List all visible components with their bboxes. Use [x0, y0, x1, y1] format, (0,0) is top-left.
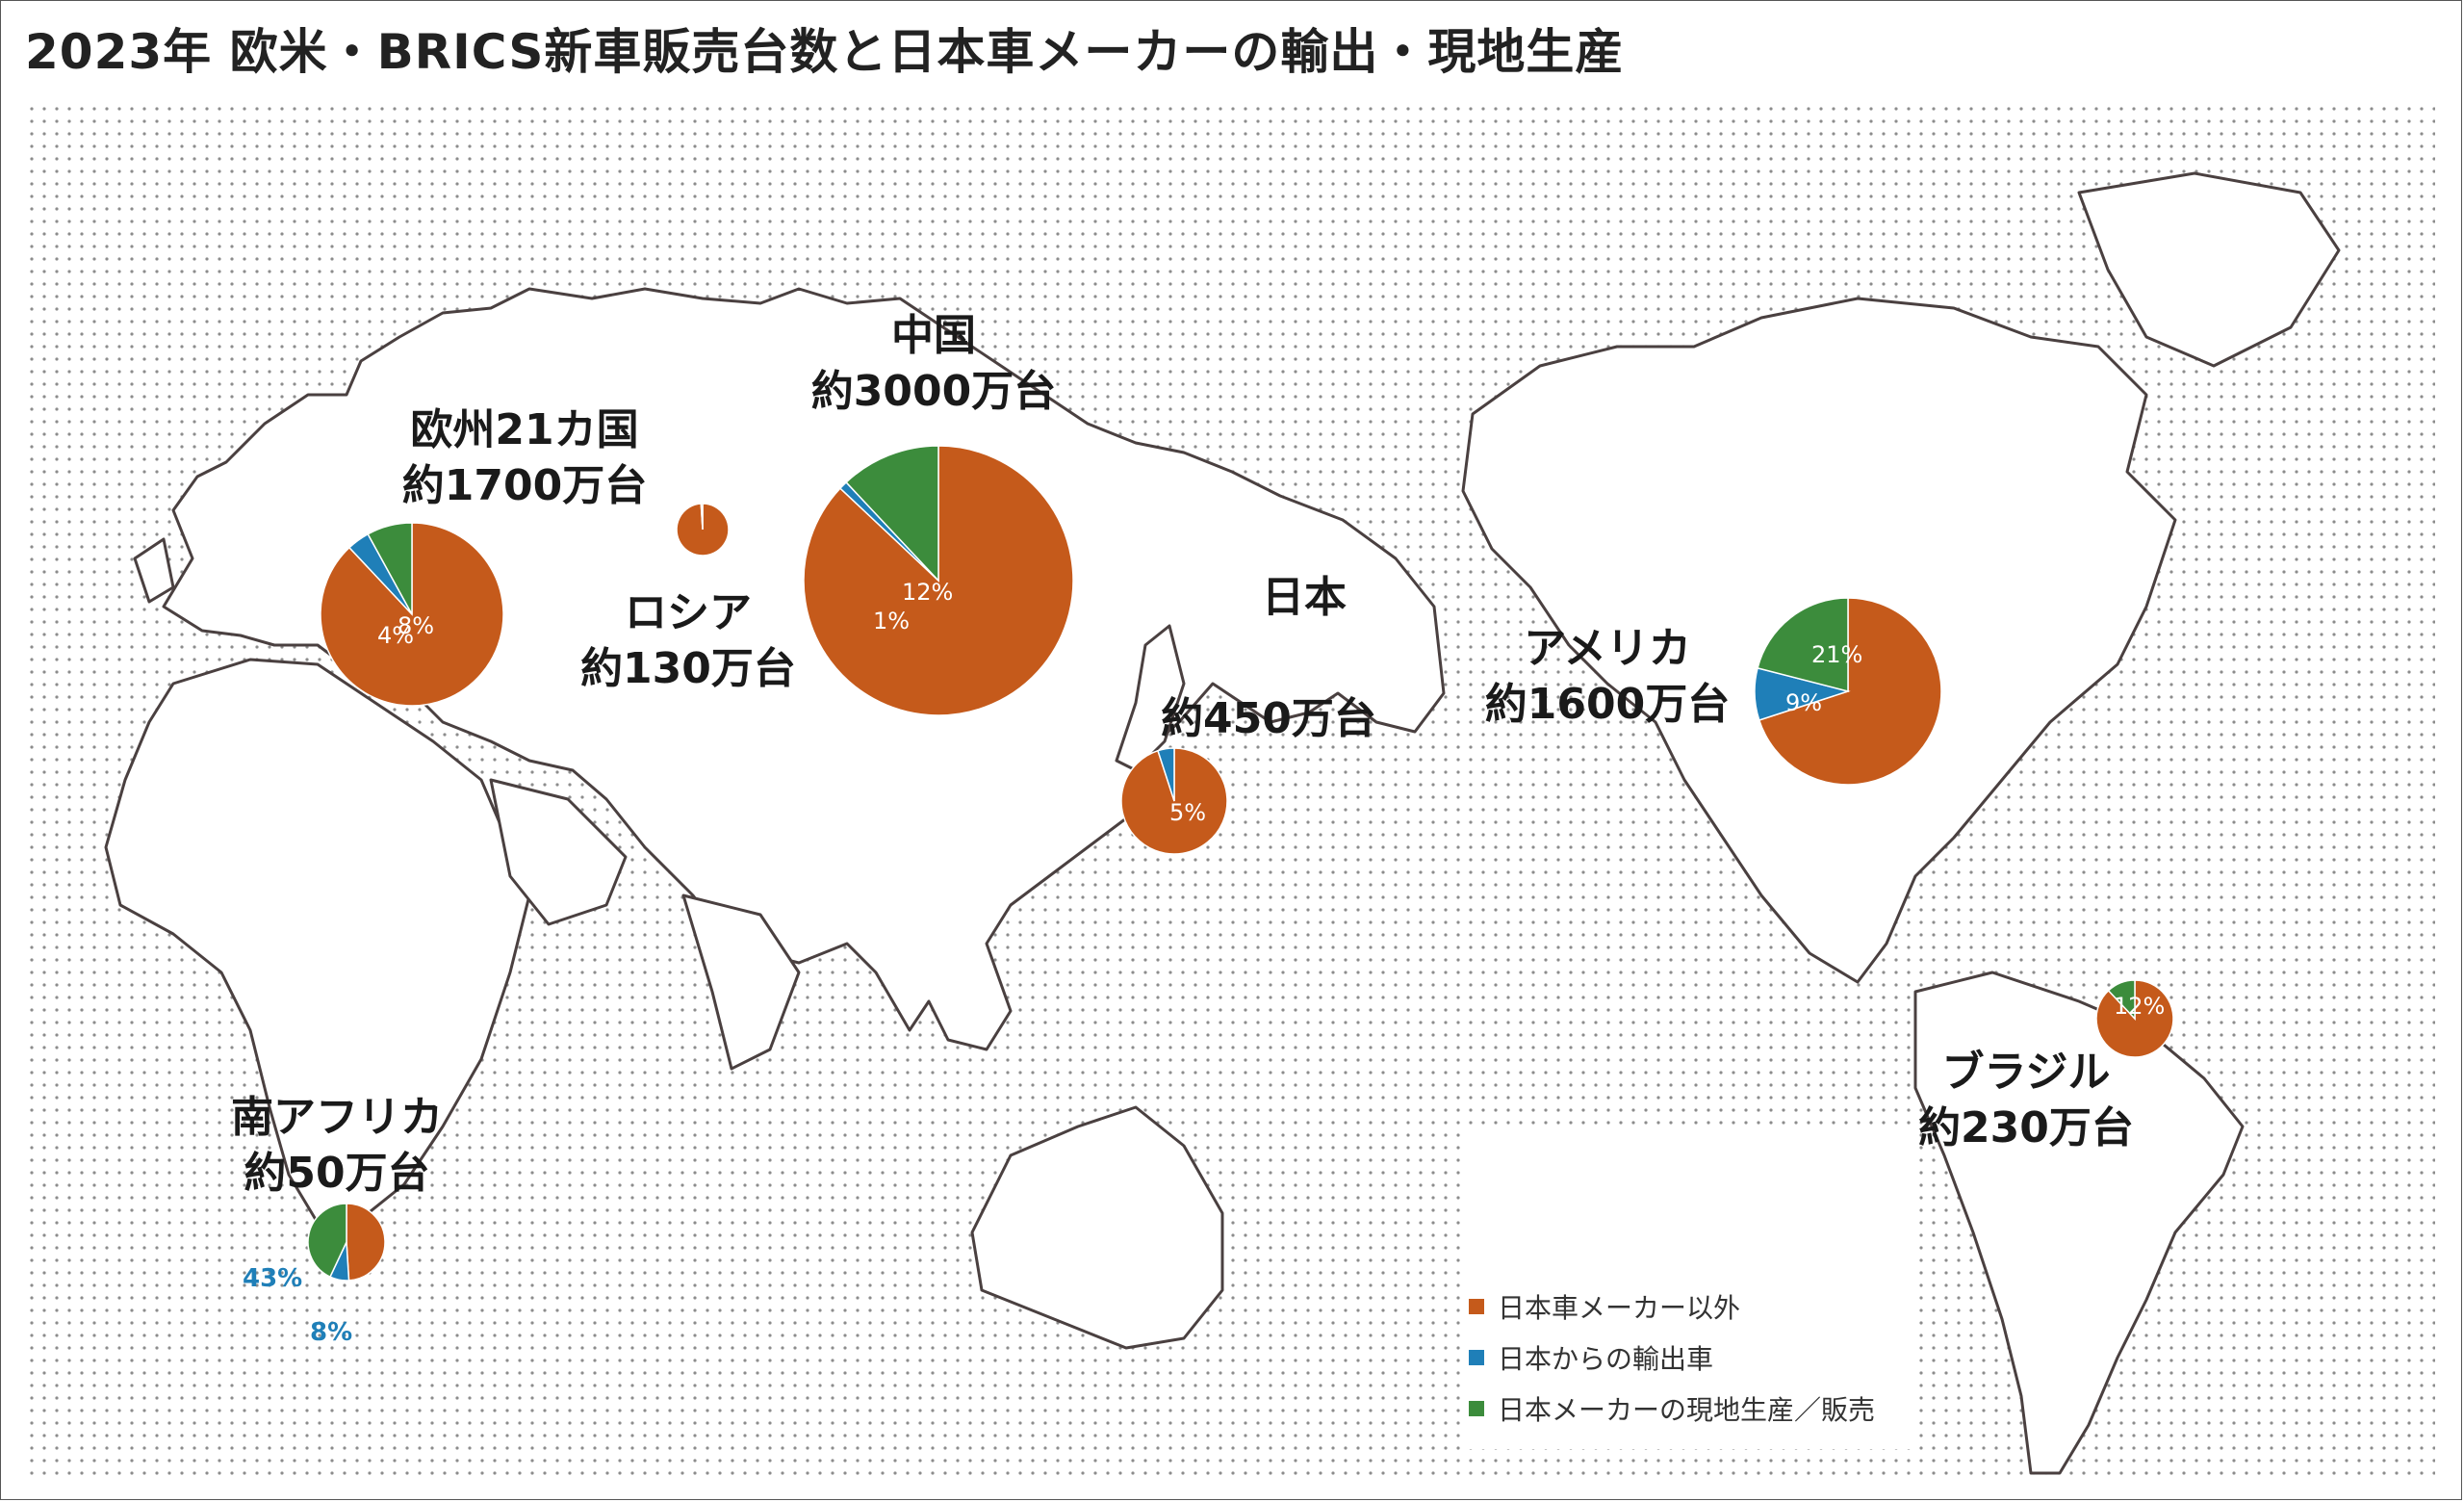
pie-data-label: 8% — [310, 1318, 352, 1347]
legend-swatch — [1469, 1299, 1484, 1314]
region-label-japan-sales: 約450万台 — [1143, 691, 1394, 747]
legend-swatch — [1469, 1401, 1484, 1416]
region-name: 中国 — [891, 311, 976, 360]
region-name: ブラジル — [1941, 1048, 2111, 1097]
legend-label: 日本メーカーの現地生産／販売 — [1498, 1394, 1876, 1426]
region-sales: 約130万台 — [580, 644, 796, 693]
pie-slice — [307, 1203, 347, 1279]
legend-label: 日本車メーカー以外 — [1498, 1292, 1741, 1324]
region-name: アメリカ — [1524, 624, 1691, 673]
legend-label: 日本からの輸出車 — [1498, 1343, 1714, 1375]
region-label-japan-name: 日本 — [1246, 570, 1362, 626]
region-name: 欧州21カ国 — [410, 405, 639, 454]
pie-slice — [700, 503, 704, 531]
legend-swatch — [1469, 1350, 1484, 1365]
region-label-south-africa: 南アフリカ 約50万台 — [207, 1090, 467, 1202]
region-name: 日本 — [1262, 573, 1347, 622]
pie-data-label: 43% — [243, 1264, 302, 1293]
legend-item-export: 日本からの輸出車 — [1469, 1336, 1713, 1379]
region-sales: 約1600万台 — [1484, 680, 1731, 729]
pie-slice — [1157, 747, 1175, 802]
page-title: 2023年 欧米・BRICS新車販売台数と日本車メーカーの輸出・現地生産 — [25, 24, 1625, 80]
pie-data-label: 21% — [1811, 641, 1862, 668]
india-land — [681, 893, 801, 1071]
region-sales: 約450万台 — [1161, 694, 1376, 743]
region-label-brazil: ブラジル 約230万台 — [1882, 1045, 2170, 1156]
region-label-russia: ロシア 約130万台 — [553, 585, 823, 697]
australia-land — [970, 1105, 1224, 1350]
pie-data-label: 1% — [873, 608, 910, 634]
region-label-china: 中国 約3000万台 — [789, 308, 1078, 420]
pie-slice — [346, 1203, 386, 1282]
pie-data-label: 8% — [398, 612, 434, 639]
pie-data-label: 12% — [902, 579, 953, 606]
pie-data-label: 4% — [377, 622, 414, 649]
africa-land — [104, 658, 531, 1225]
region-label-europe: 欧州21カ国 約1700万台 — [371, 402, 679, 514]
region-sales: 約1700万台 — [401, 461, 648, 510]
pie-slice — [367, 522, 413, 615]
region-name: ロシア — [625, 588, 752, 637]
pie-data-label: 5% — [1169, 799, 1206, 826]
region-label-usa: アメリカ 約1600万台 — [1468, 621, 1747, 733]
region-sales: 約230万台 — [1918, 1103, 2134, 1152]
region-name: 南アフリカ — [231, 1093, 443, 1142]
region-sales: 約50万台 — [244, 1149, 430, 1198]
legend-item-local-production: 日本メーカーの現地生産／販売 — [1469, 1387, 1875, 1430]
pie-slice — [1757, 597, 1849, 692]
region-sales: 約3000万台 — [810, 367, 1057, 416]
uk-land — [133, 537, 175, 604]
pie-data-label: 12% — [2114, 993, 2165, 1020]
world-map: 4%8% 1%12%5%9%21%12%8%43% — [29, 106, 2435, 1483]
eurasia-land — [162, 287, 1446, 1051]
legend: 日本車メーカー以外 日本からの輸出車 日本メーカーの現地生産／販売 — [1461, 1126, 1913, 1449]
pie-data-label: 9% — [1785, 689, 1822, 716]
greenland-land — [2077, 171, 2341, 368]
pie-slice — [2107, 979, 2136, 1021]
arabia-land — [489, 778, 628, 926]
legend-item-non-japanese: 日本車メーカー以外 — [1469, 1285, 1740, 1328]
pie-slice — [845, 445, 939, 583]
